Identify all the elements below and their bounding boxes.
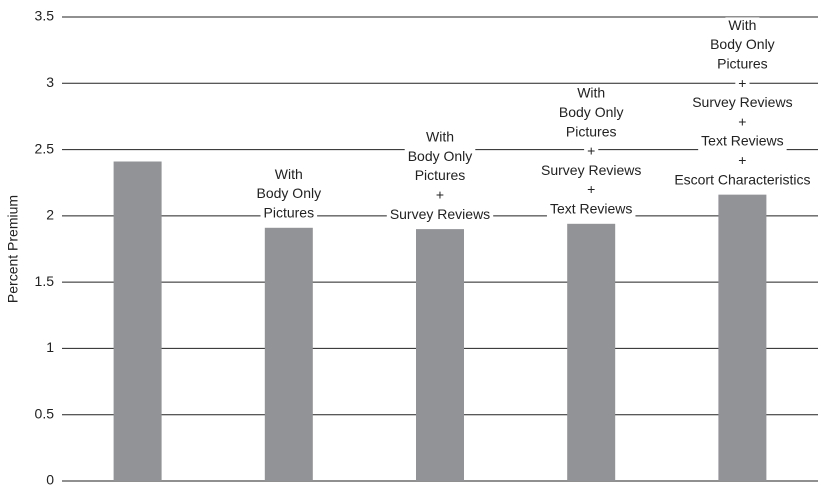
y-axis-label: Percent Premium xyxy=(5,195,21,303)
label-background xyxy=(432,186,448,205)
label-background xyxy=(423,128,457,147)
label-background xyxy=(707,36,778,55)
bar-annotation: With xyxy=(275,166,303,182)
bar-annotation: Pictures xyxy=(415,167,466,183)
label-background xyxy=(574,85,609,104)
label-background xyxy=(735,113,750,132)
label-background xyxy=(538,162,645,181)
label-background xyxy=(584,142,599,161)
label-background xyxy=(386,206,494,225)
label-background xyxy=(735,75,750,94)
bar-annotation: Body Only xyxy=(408,148,473,164)
label-background xyxy=(689,94,796,113)
label-background xyxy=(725,17,760,36)
y-tick-label: 0 xyxy=(46,472,54,485)
bar-annotation: With xyxy=(426,129,454,145)
bar-annotation: Survey Reviews xyxy=(541,162,641,178)
y-tick-label: 2 xyxy=(46,207,54,223)
label-background xyxy=(584,181,599,200)
label-background xyxy=(714,55,771,74)
y-tick-label: 2.5 xyxy=(35,140,55,156)
label-background xyxy=(411,167,469,186)
bar-annotation: Text Reviews xyxy=(550,201,632,217)
y-tick-label: 1.5 xyxy=(35,273,55,289)
bar-annotation: + xyxy=(587,143,595,159)
label-background xyxy=(253,185,325,204)
bar-annotation: Body Only xyxy=(710,36,775,52)
bar-annotation: + xyxy=(738,113,746,129)
bar-annotation: Body Only xyxy=(257,185,322,201)
label-background xyxy=(271,166,306,185)
bar-annotation: Survey Reviews xyxy=(390,206,490,222)
bar-annotation: + xyxy=(738,152,746,168)
bar xyxy=(718,194,767,481)
bar xyxy=(416,229,464,481)
bar-annotation: Pictures xyxy=(264,204,315,220)
y-tick-label: 3 xyxy=(46,74,54,90)
label-background xyxy=(260,204,318,223)
label-background xyxy=(735,152,750,171)
label-background xyxy=(671,171,814,190)
bar xyxy=(113,161,162,481)
bar-annotation: With xyxy=(577,85,605,101)
y-tick-label: 1 xyxy=(46,339,54,355)
bar-annotation: Pictures xyxy=(566,123,617,139)
bar-annotation: Pictures xyxy=(717,56,768,72)
y-tick-label: 3.5 xyxy=(35,8,55,24)
bar-annotation: Escort Characteristics xyxy=(674,171,810,187)
label-background xyxy=(404,148,476,167)
bar-annotation: Text Reviews xyxy=(701,133,783,149)
label-background xyxy=(555,104,627,123)
y-tick-label: 0.5 xyxy=(35,405,55,421)
bar xyxy=(264,227,313,481)
label-background xyxy=(698,133,787,152)
label-background xyxy=(562,123,620,142)
bar-annotation: + xyxy=(587,181,595,197)
bar-annotation: Body Only xyxy=(559,104,624,120)
bar-annotation: With xyxy=(728,17,756,33)
label-background xyxy=(546,200,636,219)
bar-annotation: Survey Reviews xyxy=(692,94,792,110)
bar xyxy=(567,223,616,481)
bar-annotation: + xyxy=(436,187,444,203)
bar-annotation: + xyxy=(738,75,746,91)
